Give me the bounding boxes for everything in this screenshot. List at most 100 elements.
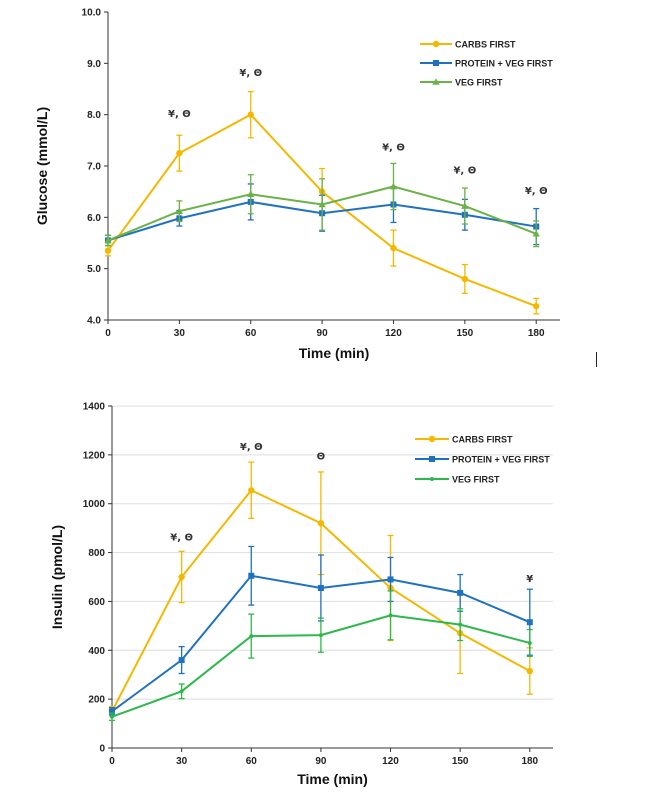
- legend-item: PROTEIN + VEG FIRST: [415, 455, 550, 465]
- data-point: [110, 714, 114, 719]
- series-veg-first: [104, 162, 540, 248]
- data-point: [526, 619, 533, 626]
- data-point: [461, 202, 469, 209]
- data-point: [247, 111, 254, 118]
- series-veg-first: [109, 590, 533, 722]
- data-point: [387, 576, 394, 583]
- data-point: [318, 633, 323, 638]
- legend-label: CARBS FIRST: [455, 40, 516, 50]
- legend-item: CARBS FIRST: [415, 435, 513, 445]
- y-axis-title: Glucose (mmol/L): [34, 107, 50, 225]
- data-point: [533, 302, 540, 310]
- y-tick-label: 1000: [83, 499, 106, 510]
- legend-label: VEG FIRST: [452, 475, 500, 485]
- x-tick-label: 60: [245, 328, 257, 339]
- significance-annotation: Θ: [317, 452, 326, 463]
- y-tick-label: 1200: [83, 450, 106, 461]
- x-tick-label: 90: [315, 756, 327, 767]
- legend-label: CARBS FIRST: [452, 435, 513, 445]
- x-tick-label: 30: [176, 756, 188, 767]
- data-point: [247, 190, 255, 198]
- x-tick-label: 60: [246, 756, 258, 767]
- data-point: [178, 573, 185, 581]
- y-tick-label: 8.0: [87, 110, 101, 121]
- x-tick-label: 180: [528, 328, 545, 339]
- x-tick-label: 0: [109, 756, 115, 767]
- data-point: [389, 182, 398, 190]
- significance-annotation: ¥, Θ: [382, 143, 405, 154]
- significance-annotation: ¥, Θ: [239, 68, 262, 79]
- data-point: [532, 229, 540, 237]
- data-point: [178, 657, 185, 664]
- data-point: [109, 708, 115, 715]
- significance-annotation: ¥, Θ: [170, 532, 193, 543]
- x-tick-label: 180: [521, 756, 538, 767]
- legend-marker: [432, 78, 440, 85]
- data-point: [526, 667, 533, 675]
- data-point: [249, 634, 254, 639]
- data-point: [527, 640, 532, 645]
- y-tick-label: 0: [99, 744, 105, 755]
- data-point: [248, 487, 255, 494]
- significance-annotation: ¥: [526, 574, 533, 585]
- legend-label: PROTEIN + VEG FIRST: [455, 59, 553, 69]
- x-tick-label: 150: [452, 756, 469, 767]
- y-tick-label: 5.0: [87, 264, 101, 275]
- data-point: [318, 200, 326, 208]
- y-tick-label: 6.0: [87, 213, 101, 224]
- legend-marker: [432, 40, 440, 48]
- data-point: [176, 149, 183, 157]
- legend-item: VEG FIRST: [415, 475, 500, 485]
- x-tick-label: 90: [317, 328, 329, 339]
- y-tick-label: 200: [88, 695, 105, 706]
- data-point: [388, 613, 393, 618]
- legend-item: VEG FIRST: [420, 78, 503, 88]
- x-axis-title: Time (min): [297, 771, 368, 787]
- data-point: [457, 589, 464, 596]
- text-cursor-mark: [596, 352, 597, 367]
- legend-label: VEG FIRST: [455, 78, 503, 88]
- y-tick-label: 9.0: [87, 59, 101, 70]
- y-tick-label: 800: [88, 548, 105, 559]
- y-tick-label: 400: [88, 646, 105, 657]
- data-point: [179, 689, 184, 694]
- x-tick-label: 30: [174, 328, 186, 339]
- y-tick-label: 10.0: [82, 8, 102, 19]
- legend-item: CARBS FIRST: [420, 40, 516, 50]
- data-point: [461, 275, 469, 283]
- x-tick-label: 120: [382, 756, 399, 767]
- data-point: [175, 207, 183, 214]
- data-point: [104, 236, 112, 244]
- data-point: [104, 247, 112, 254]
- legend-marker: [430, 477, 434, 481]
- x-axis-title: Time (min): [299, 345, 370, 361]
- significance-annotation: ¥, Θ: [168, 109, 191, 120]
- insulin-chart: 0 200 400 600 800 1000 1200 1400 0 30 60 90 120 150 18…: [49, 402, 553, 787]
- y-tick-label: 600: [88, 597, 105, 608]
- y-tick-label: 1400: [83, 402, 106, 413]
- legend-marker: [433, 60, 439, 66]
- y-axis-title: Insulin (pmol/L): [49, 525, 65, 629]
- x-tick-label: 150: [456, 328, 473, 339]
- significance-annotation: ¥, Θ: [453, 166, 476, 177]
- legend-item: PROTEIN + VEG FIRST: [420, 59, 553, 69]
- legend-marker: [428, 435, 436, 443]
- significance-annotation: ¥, Θ: [525, 186, 548, 197]
- x-tick-label: 0: [105, 328, 111, 339]
- data-point: [390, 244, 397, 252]
- y-tick-label: 7.0: [87, 162, 101, 173]
- data-point: [248, 572, 255, 579]
- y-tick-label: 4.0: [87, 316, 101, 327]
- glucose-chart: 4.0 5.0 6.0 7.0 8.0 9.0 10.0 0 30 60 90 120 150 180 Ti…: [34, 8, 560, 361]
- legend: CARBS FIRST PROTEIN + VEG FIRST VEG FIRST: [415, 435, 550, 485]
- data-point: [458, 622, 463, 627]
- data-point: [317, 584, 324, 591]
- legend: CARBS FIRST PROTEIN + VEG FIRST VEG FIRST: [420, 40, 553, 88]
- data-point: [317, 520, 325, 527]
- significance-annotation: ¥, Θ: [240, 442, 263, 453]
- legend-marker: [429, 456, 435, 462]
- series-protein-veg-first: [109, 545, 533, 716]
- legend-label: PROTEIN + VEG FIRST: [452, 455, 550, 465]
- x-tick-label: 120: [385, 328, 402, 339]
